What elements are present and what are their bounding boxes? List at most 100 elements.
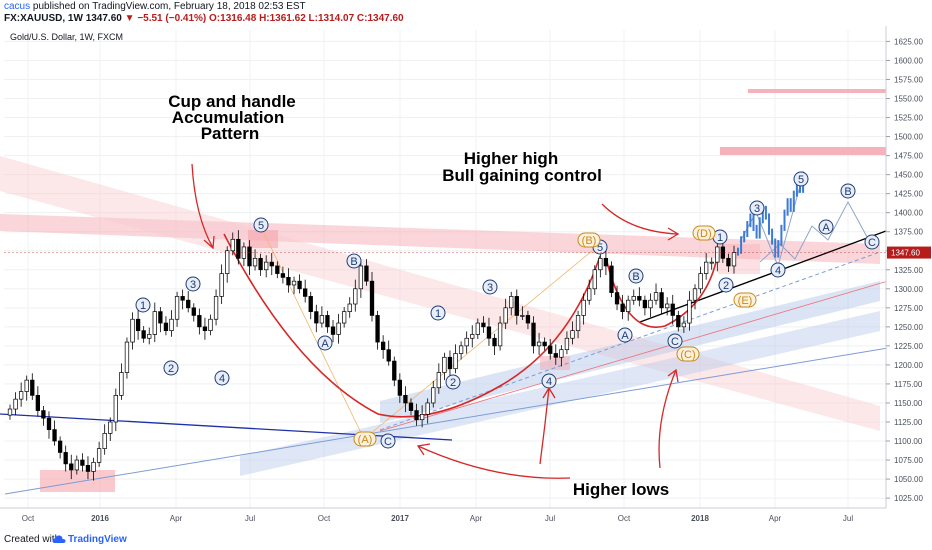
candle-down: [397, 379, 402, 396]
chart-background: [0, 26, 932, 530]
arrowhead-cup: [203, 235, 215, 250]
candle: [704, 253, 709, 280]
target-zone-2: [720, 147, 888, 155]
wave-label-text: (D): [696, 228, 711, 240]
candle: [369, 272, 375, 322]
candle: [642, 295, 648, 316]
projected-candle: [761, 205, 764, 224]
candle: [408, 398, 414, 416]
candle: [665, 297, 670, 316]
candle-down: [297, 280, 302, 290]
author-link[interactable]: cacus: [4, 1, 31, 12]
wave-label-text: 3: [487, 282, 493, 294]
candle: [648, 293, 653, 317]
candle: [419, 405, 425, 428]
price-tick-label: 1575.00: [894, 75, 923, 84]
candle-down: [41, 410, 46, 419]
candle: [475, 318, 480, 340]
candle-down: [553, 353, 558, 358]
candle: [687, 291, 692, 331]
candle-down: [369, 280, 375, 316]
candle-up: [13, 398, 18, 410]
candle: [119, 363, 124, 400]
wave-label: 1: [135, 297, 151, 313]
price-axis[interactable]: 1625.00 1600.00 1575.00 1550.00 1525.00 1500.…: [885, 26, 932, 530]
candle: [392, 356, 397, 387]
candle: [202, 317, 208, 340]
projected-candle: [783, 209, 786, 231]
candle-down: [380, 341, 386, 351]
candle-down: [609, 265, 614, 293]
candle: [80, 453, 85, 472]
candle: [581, 293, 586, 325]
time-tick-label: Oct: [22, 514, 35, 523]
candle: [269, 253, 274, 276]
candle-up: [575, 315, 581, 332]
price-tick-label: 1175.00: [894, 380, 923, 389]
ohlc-line: FX:XAUUSD, 1W 1347.60 ▼ −5.51 (−0.41%) O…: [4, 13, 404, 25]
candle: [559, 345, 564, 367]
candle-down: [676, 315, 681, 328]
arrowhead-low-1: [542, 386, 556, 399]
candle-up: [152, 311, 157, 335]
candle: [69, 454, 74, 480]
wave-label-text: B: [844, 186, 851, 198]
candle: [96, 441, 102, 467]
candle: [698, 266, 703, 294]
candle-up: [213, 296, 219, 320]
candle: [280, 266, 286, 284]
candle-down: [637, 296, 642, 301]
candle-up: [453, 353, 458, 370]
candle: [24, 375, 29, 401]
wave-label-text: A: [621, 330, 629, 342]
wave-label: A: [317, 335, 333, 351]
projected-candle: [743, 230, 746, 243]
candle: [458, 341, 464, 360]
candle: [442, 352, 447, 381]
candle: [670, 294, 675, 325]
candle: [297, 274, 302, 294]
candle-down: [30, 379, 35, 396]
wave-label: C: [667, 333, 683, 349]
time-tick-label: Oct: [318, 514, 331, 523]
candle: [213, 289, 219, 326]
candle: [709, 257, 714, 270]
candle-up: [631, 296, 636, 301]
candle: [620, 294, 625, 320]
candle: [626, 295, 631, 321]
wave-label-text: 5: [597, 242, 603, 254]
candle: [542, 337, 547, 351]
candle-down: [303, 288, 308, 297]
candle-up: [74, 459, 79, 471]
candle-down: [80, 459, 85, 466]
time-axis[interactable]: Oct 2016 Apr Jul Oct 2017 Apr Jul Oct 2018 Apr Jul: [0, 507, 886, 523]
projected-candle: [749, 213, 752, 228]
annotation-higher-lows: Higher lows: [573, 480, 669, 499]
candle-up: [715, 246, 720, 263]
wave-label-text: 1: [717, 232, 723, 244]
candle-up: [18, 391, 24, 400]
candle-up: [419, 414, 425, 421]
projection-path: [759, 200, 873, 263]
tradingview-brand[interactable]: TradingView: [68, 534, 127, 545]
annotation-arrows: [191, 163, 680, 479]
arrow-higher-high: [601, 203, 679, 235]
candle: [230, 232, 235, 256]
time-tick-label: Apr: [470, 514, 483, 523]
candle: [135, 310, 141, 340]
candle: [553, 344, 558, 365]
price-tick-label: 1550.00: [894, 95, 923, 104]
cup-curve: [223, 233, 601, 418]
candle-up: [347, 303, 352, 312]
wave-label: B: [840, 183, 856, 199]
candle-down: [247, 246, 252, 267]
price-chart[interactable]: Gold/U.S. Dollar, 1W, FXCM 1 2 3 4 5 A: [0, 26, 932, 530]
candle: [592, 265, 597, 295]
wave-label-text: (C): [680, 349, 695, 361]
candle-down: [548, 345, 553, 354]
annotation-texts: Cup and handle Accumulation Pattern High…: [168, 92, 669, 499]
wave-label-text: A: [822, 222, 830, 234]
candle-up: [626, 299, 631, 312]
arrowhead-low-3: [416, 443, 431, 456]
time-tick-label: Jul: [843, 514, 853, 523]
